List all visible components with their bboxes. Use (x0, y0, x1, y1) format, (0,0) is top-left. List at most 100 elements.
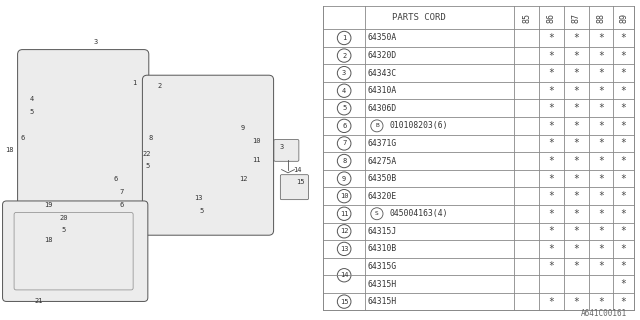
Text: 8: 8 (148, 135, 152, 140)
Text: *: * (548, 297, 554, 307)
Text: 9: 9 (342, 176, 346, 181)
Text: *: * (548, 209, 554, 219)
Text: 5: 5 (145, 164, 149, 169)
Text: *: * (573, 33, 579, 43)
Text: 64320D: 64320D (367, 51, 397, 60)
Text: 2: 2 (342, 52, 346, 59)
Text: 3: 3 (94, 39, 98, 44)
Text: 88: 88 (596, 13, 605, 23)
Text: 14: 14 (293, 167, 302, 172)
Text: *: * (621, 139, 627, 148)
Text: 15: 15 (296, 180, 305, 185)
Text: *: * (573, 226, 579, 236)
Text: *: * (548, 139, 554, 148)
Text: PARTS CORD: PARTS CORD (392, 13, 445, 22)
Text: 3: 3 (280, 144, 284, 150)
Text: 6: 6 (113, 176, 117, 182)
Text: *: * (621, 103, 627, 113)
FancyBboxPatch shape (274, 140, 299, 161)
Text: *: * (573, 139, 579, 148)
Text: 1: 1 (342, 35, 346, 41)
Text: 64343C: 64343C (367, 68, 397, 78)
FancyBboxPatch shape (3, 201, 148, 301)
Text: 7: 7 (120, 189, 124, 195)
Text: *: * (598, 51, 604, 60)
Text: B: B (375, 124, 379, 128)
Text: 85: 85 (522, 13, 531, 23)
Text: *: * (621, 156, 627, 166)
Text: *: * (621, 191, 627, 201)
Text: 64371G: 64371G (367, 139, 397, 148)
Text: 010108203(6): 010108203(6) (389, 121, 448, 130)
Text: 64310B: 64310B (367, 244, 397, 253)
Text: 18: 18 (5, 148, 14, 153)
Text: *: * (598, 121, 604, 131)
Text: *: * (598, 139, 604, 148)
Text: *: * (548, 121, 554, 131)
Text: *: * (573, 103, 579, 113)
Text: 64350B: 64350B (367, 174, 397, 183)
Text: 10: 10 (252, 138, 260, 144)
Text: *: * (548, 173, 554, 184)
Text: *: * (598, 261, 604, 271)
Text: 10: 10 (340, 193, 348, 199)
Text: *: * (598, 226, 604, 236)
Text: 87: 87 (572, 13, 580, 23)
Text: 64310A: 64310A (367, 86, 397, 95)
Text: *: * (598, 173, 604, 184)
Text: 64320E: 64320E (367, 192, 397, 201)
Text: *: * (598, 86, 604, 96)
Text: 6: 6 (20, 135, 24, 140)
Text: *: * (621, 244, 627, 254)
Text: *: * (573, 244, 579, 254)
Text: 64315H: 64315H (367, 297, 397, 306)
Text: *: * (598, 244, 604, 254)
Text: 15: 15 (340, 299, 348, 305)
Text: 64315J: 64315J (367, 227, 397, 236)
Text: 12: 12 (239, 176, 248, 182)
Text: 8: 8 (342, 158, 346, 164)
Text: 13: 13 (194, 196, 203, 201)
Text: *: * (548, 191, 554, 201)
Text: *: * (548, 33, 554, 43)
Text: 14: 14 (340, 272, 348, 278)
Text: 5: 5 (342, 105, 346, 111)
Text: *: * (598, 33, 604, 43)
Text: *: * (598, 209, 604, 219)
Text: 13: 13 (340, 246, 348, 252)
Text: 2: 2 (158, 84, 162, 89)
Text: 11: 11 (252, 157, 260, 163)
Text: 18: 18 (44, 237, 52, 243)
Text: *: * (573, 191, 579, 201)
Text: *: * (621, 121, 627, 131)
Text: *: * (548, 86, 554, 96)
Text: *: * (621, 173, 627, 184)
Text: 5: 5 (200, 208, 204, 214)
Text: 21: 21 (34, 298, 43, 304)
Text: *: * (598, 103, 604, 113)
Text: A641C00161: A641C00161 (581, 309, 627, 318)
Text: *: * (548, 51, 554, 60)
Text: 11: 11 (340, 211, 348, 217)
Text: *: * (621, 297, 627, 307)
Text: *: * (621, 68, 627, 78)
Text: *: * (548, 103, 554, 113)
Text: *: * (573, 156, 579, 166)
Text: *: * (621, 33, 627, 43)
Text: *: * (573, 51, 579, 60)
FancyBboxPatch shape (143, 75, 274, 235)
FancyBboxPatch shape (18, 50, 149, 206)
Text: *: * (548, 261, 554, 271)
Text: *: * (548, 226, 554, 236)
Text: 7: 7 (342, 140, 346, 147)
Text: 6: 6 (120, 202, 124, 208)
Text: 64306D: 64306D (367, 104, 397, 113)
Text: 4: 4 (342, 88, 346, 94)
Text: 5: 5 (30, 109, 34, 115)
Text: *: * (621, 51, 627, 60)
Text: 86: 86 (547, 13, 556, 23)
FancyBboxPatch shape (280, 175, 308, 200)
Text: *: * (621, 209, 627, 219)
Text: 64315H: 64315H (367, 280, 397, 289)
Text: 5: 5 (62, 228, 66, 233)
